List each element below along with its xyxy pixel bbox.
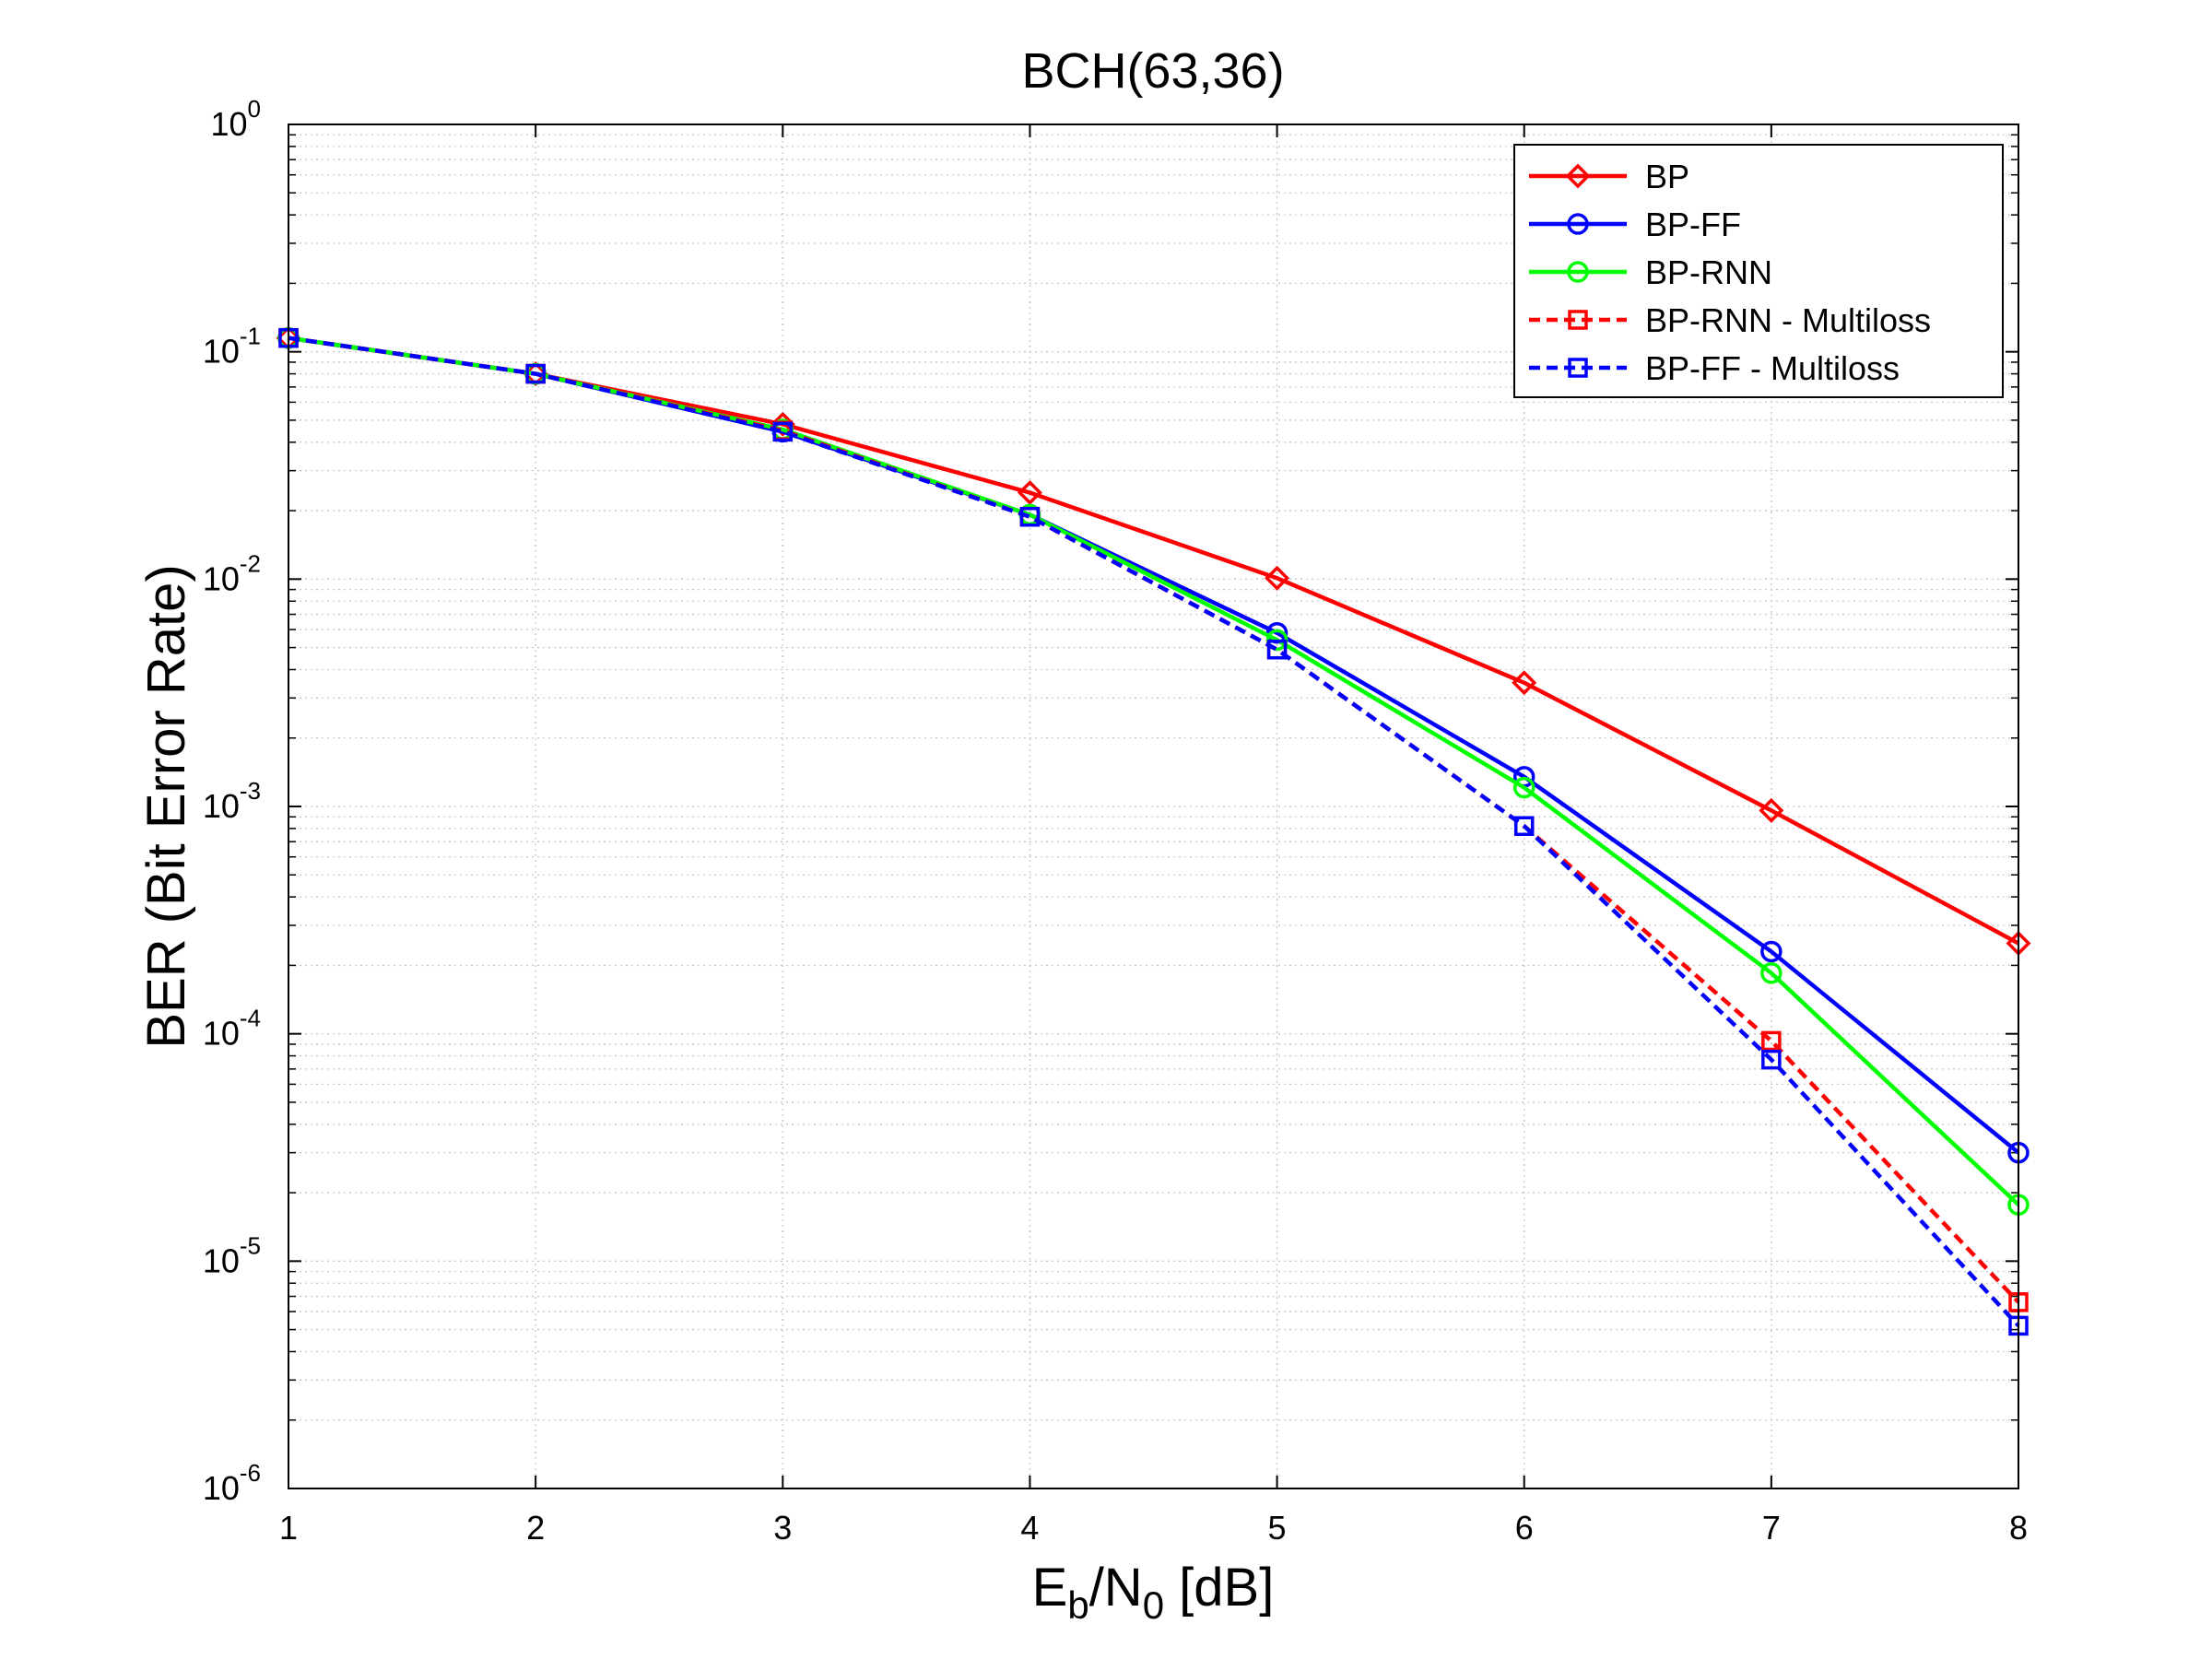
- legend-entry: BP: [1529, 158, 1689, 195]
- y-tick-label: 10-3: [203, 777, 261, 825]
- x-tick-label: 7: [1762, 1509, 1781, 1547]
- legend-marker: [1565, 163, 1591, 189]
- data-point: [1019, 506, 1041, 527]
- legend-label: BP-RNN: [1645, 253, 1772, 291]
- x-tick-label: 3: [773, 1509, 792, 1547]
- y-axis-label: BER (Bit Error Rate): [136, 564, 196, 1048]
- legend-label: BP: [1645, 158, 1689, 195]
- legend-marker: [1567, 213, 1589, 235]
- y-tick-label: 10-6: [203, 1459, 261, 1507]
- data-point: [1512, 670, 1537, 696]
- x-tick-label: 6: [1515, 1509, 1534, 1547]
- x-axis-label-sub1: b: [1067, 1583, 1088, 1627]
- series-layer: [276, 325, 2031, 1336]
- x-tick-label: 1: [279, 1509, 298, 1547]
- y-tick-label: 10-1: [203, 323, 261, 371]
- y-tick-label: 100: [210, 95, 261, 143]
- legend-entry: BP-RNN: [1529, 253, 1772, 291]
- data-point: [1761, 1030, 1782, 1052]
- series-bp-ff-multiloss: [278, 327, 2029, 1336]
- data-point: [772, 421, 794, 442]
- x-axis-label-sub2: 0: [1143, 1583, 1164, 1627]
- legend: BP BP-FF BP-RNN BP-RNN - Multiloss BP-FF - M…: [1513, 144, 2004, 398]
- data-point: [1265, 565, 1290, 591]
- legend-label: BP-FF - Multiloss: [1645, 349, 1900, 387]
- legend-label: BP-RNN - Multiloss: [1645, 301, 1931, 339]
- tick-labels: 1 2 3 4 5 6 7 8 100 10-1 10-2 10-3 10-4 10-5 10-6: [203, 95, 2028, 1547]
- legend-entry: BP-FF - Multiloss: [1529, 349, 1900, 387]
- data-point: [1759, 797, 1784, 823]
- axes-box: [288, 124, 2019, 1489]
- x-axis-label-tail: [dB]: [1164, 1558, 1274, 1618]
- data-point: [1760, 940, 1783, 963]
- data-point: [1513, 816, 1535, 837]
- x-tick-label: 4: [1020, 1509, 1039, 1547]
- legend-entry: BP-FF: [1529, 206, 1741, 243]
- x-tick-label: 5: [1268, 1509, 1287, 1547]
- grid: [288, 124, 2018, 1488]
- data-point: [1761, 1049, 1782, 1070]
- legend-marker: [1567, 261, 1589, 283]
- legend-marker: [1568, 310, 1588, 330]
- x-axis-label-main: E: [1032, 1558, 1068, 1618]
- x-tick-label: 2: [526, 1509, 545, 1547]
- y-tick-label: 10-2: [203, 549, 261, 597]
- legend-entry: BP-RNN - Multiloss: [1529, 301, 1931, 339]
- axis-ticks: [288, 124, 2019, 1489]
- x-axis-label: Eb/N0 [dB]: [1032, 1558, 1275, 1627]
- data-point: [525, 363, 546, 384]
- data-point: [1760, 962, 1783, 984]
- series-line: [288, 335, 2020, 1327]
- x-axis-label-mid: /N: [1089, 1558, 1143, 1618]
- legend-marker: [1568, 358, 1588, 378]
- data-point: [1266, 640, 1288, 660]
- data-point: [1512, 776, 1535, 799]
- legend-label: BP-FF: [1645, 206, 1741, 243]
- y-tick-label: 10-4: [203, 1005, 261, 1053]
- y-tick-label: 10-5: [203, 1231, 261, 1279]
- chart-title: BCH(63,36): [1021, 43, 1284, 99]
- data-point: [1017, 480, 1042, 506]
- series-line: [288, 335, 2020, 1206]
- x-tick-label: 8: [2009, 1509, 2028, 1547]
